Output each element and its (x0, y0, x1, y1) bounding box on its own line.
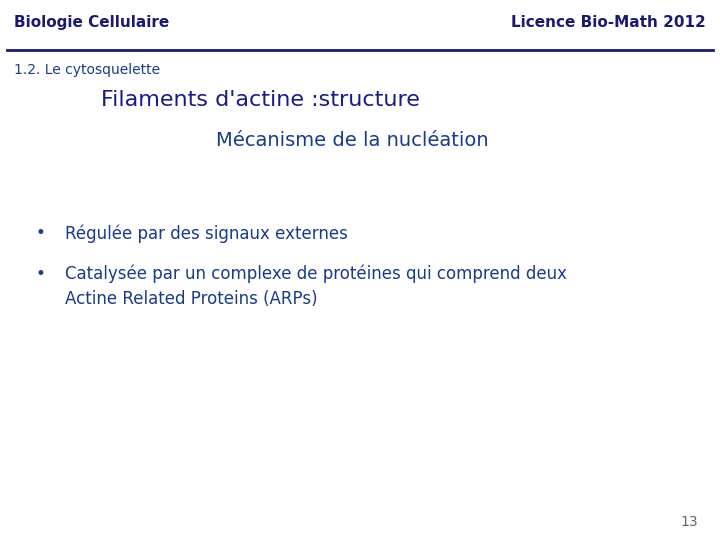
Text: •: • (36, 265, 46, 282)
Text: Actine Related Proteins (ARPs): Actine Related Proteins (ARPs) (65, 290, 318, 308)
Text: Licence Bio-Math 2012: Licence Bio-Math 2012 (511, 15, 706, 30)
Text: 13: 13 (681, 515, 698, 529)
Text: 1.2. Le cytosquelette: 1.2. Le cytosquelette (14, 63, 161, 77)
Text: Régulée par des signaux externes: Régulée par des signaux externes (65, 224, 348, 242)
Text: Catalysée par un complexe de protéines qui comprend deux: Catalysée par un complexe de protéines q… (65, 265, 567, 283)
Text: •: • (36, 224, 46, 242)
Text: Mécanisme de la nucléation: Mécanisme de la nucléation (216, 131, 489, 150)
Text: Filaments d'actine :structure: Filaments d'actine :structure (101, 90, 420, 110)
Text: Biologie Cellulaire: Biologie Cellulaire (14, 15, 170, 30)
